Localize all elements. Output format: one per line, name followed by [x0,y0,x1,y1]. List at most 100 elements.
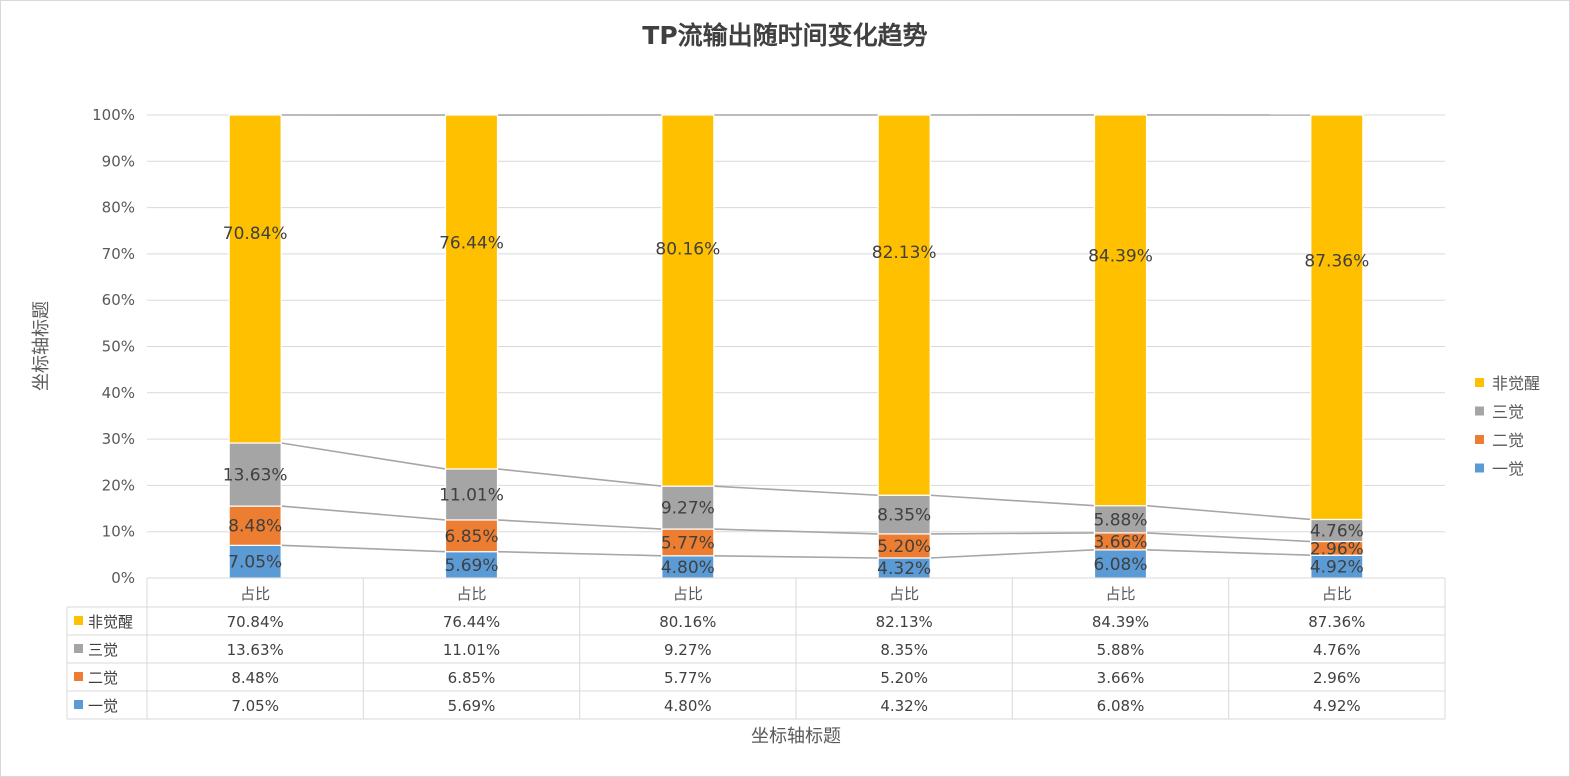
table-legend-key [74,700,83,709]
table-cell: 2.96% [1313,669,1361,687]
data-labels: 7.05% 8.48% 13.63% 70.84% 5.69% 6.85% 11.01% 76… [223,224,1369,579]
bar-segment [444,114,499,470]
bar-segment [661,528,715,557]
data-label: 5.88% [1093,510,1147,530]
series-line [281,544,446,553]
table-cell: 5.77% [664,669,712,687]
legend-key [1475,463,1484,473]
table-cell: 5.88% [1097,641,1145,659]
data-label: 4.76% [1310,521,1364,541]
bar-segment [1093,114,1148,507]
x-axis-title: 坐标轴标题 [751,726,841,747]
table-cell: 6.85% [448,669,496,687]
series-line [1146,532,1311,543]
table-cell: 11.01% [443,641,500,659]
y-tick-label: 20% [102,476,135,494]
table-series-name: 非觉醒 [88,613,133,631]
y-tick-label: 50% [102,338,135,356]
data-label: 6.85% [444,527,498,547]
x-tick-label: 占比 [889,585,919,603]
series-line [930,549,1095,559]
bar-segment [228,114,282,444]
legend-key [1475,435,1484,444]
data-label: 13.63% [223,466,288,486]
y-tick-label: 70% [102,245,135,263]
table-cell: 9.27% [664,641,712,659]
table-cell: 4.76% [1313,641,1361,659]
table-cell: 4.80% [664,697,712,715]
table-cell: 6.08% [1097,697,1145,715]
data-label: 9.27% [661,499,715,519]
legend-key [1475,406,1484,416]
table-cell: 70.84% [227,613,284,631]
series-line [497,468,662,487]
table-cell: 5.20% [880,669,928,687]
table-cell: 8.35% [880,641,928,659]
x-tick-label: 占比 [456,585,486,603]
table-cell: 84.39% [1092,613,1149,631]
data-label: 6.08% [1093,555,1147,575]
data-label: 80.16% [655,240,720,260]
table-cell: 13.63% [227,641,284,659]
series-line [1146,504,1311,521]
series-line [1146,549,1311,557]
data-label: 7.05% [228,553,282,573]
series-line [930,532,1095,535]
table-series-name: 二觉 [88,669,118,687]
bar-segment [877,533,931,559]
bar-segment [228,505,282,546]
legend-key [1475,378,1484,387]
data-label: 76.44% [439,233,504,253]
data-label: 4.92% [1310,558,1364,578]
table-series-name: 三觉 [88,641,118,659]
legend-label: 非觉醒 [1492,374,1540,393]
bar-segment [1093,549,1148,579]
series-line [497,550,662,557]
bars [228,114,1364,579]
table-legend-key [74,616,83,625]
table-cell: 8.48% [231,669,279,687]
chart-title: TP流输出随时间变化趋势 [642,21,927,50]
y-tick-label: 80% [102,199,135,217]
data-label: 5.20% [877,537,931,557]
bar-segment [877,114,931,496]
bar-segment [661,114,715,487]
table-legend-key [74,672,83,681]
bar-segment [228,442,282,507]
y-tick-label: 0% [111,569,135,587]
table-cell: 4.32% [880,697,928,715]
table-cell: 82.13% [876,613,933,631]
data-label: 4.32% [877,559,931,579]
legend-label: 一觉 [1492,460,1524,479]
table-cell: 4.92% [1313,697,1361,715]
y-tick-label: 100% [92,106,135,124]
data-label: 5.77% [661,533,715,553]
table-cell: 87.36% [1308,613,1365,631]
data-label: 87.36% [1304,252,1369,272]
series-line [713,528,879,535]
table-cell: 3.66% [1097,669,1145,687]
series-line [713,554,879,559]
y-tick-label: 40% [102,384,135,402]
table-legend-key [74,644,83,653]
data-label: 5.69% [444,556,498,576]
bar-segment [877,494,931,535]
data-label: 8.35% [877,506,931,526]
data-label: 84.39% [1088,247,1153,267]
table-cell: 76.44% [443,613,500,631]
data-label: 70.84% [223,224,288,244]
table-cell: 7.05% [231,697,279,715]
x-tick-label: 占比 [673,585,703,603]
y-tick-label: 90% [102,152,135,170]
table-cell: 80.16% [659,613,716,631]
bar-segment [1310,114,1364,521]
series-line [713,485,879,497]
legend-label: 二觉 [1492,431,1524,450]
series-line [281,442,446,470]
x-tick-label: 占比 [1322,585,1352,603]
y-tick-label: 30% [102,430,135,448]
